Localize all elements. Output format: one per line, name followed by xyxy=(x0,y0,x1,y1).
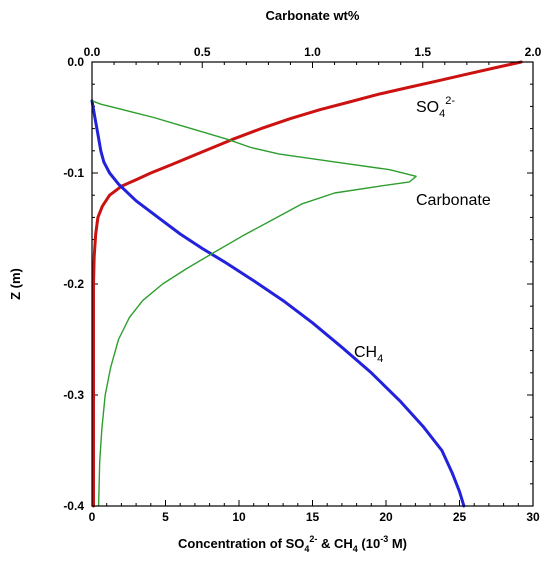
y-tick-label: 0.0 xyxy=(67,55,84,69)
y-tick-label: -0.2 xyxy=(63,277,84,291)
bottom-tick-label: 10 xyxy=(232,510,246,524)
series-line-so4 xyxy=(92,60,523,508)
top-tick-label: 0.5 xyxy=(194,45,211,59)
bottom-title-sub2: 4 xyxy=(353,544,358,554)
series-layer xyxy=(90,60,523,508)
plot-frame xyxy=(91,61,534,507)
so4-label-sub: 4 xyxy=(439,108,445,120)
bottom-tick-label: 20 xyxy=(379,510,393,524)
bottom-title-sub1: 4 xyxy=(304,544,309,554)
y-tick-label: -0.4 xyxy=(63,499,84,513)
bottom-tick-label: 0 xyxy=(89,510,96,524)
series-line-carbonate xyxy=(91,100,417,507)
top-tick-label: 2.0 xyxy=(525,45,542,59)
so4-label-main: SO xyxy=(416,99,439,116)
series-label-ch4: CH4 xyxy=(354,344,383,365)
top-tick-label: 0.0 xyxy=(84,45,101,59)
bottom-title-mid2: (10 xyxy=(358,536,380,551)
bottom-tick-label: 25 xyxy=(453,510,467,524)
bottom-tick-label: 5 xyxy=(162,510,169,524)
bottom-axis-title: Concentration of SO42- & CH4 (10-3 M) xyxy=(178,534,407,554)
top-tick-label: 1.5 xyxy=(414,45,431,59)
bottom-tick-label: 15 xyxy=(306,510,320,524)
series-label-so4: SO42- xyxy=(416,95,455,120)
bottom-tick-label: 30 xyxy=(526,510,540,524)
so4-label-sup: 2- xyxy=(445,95,455,107)
ticks-layer: 0 5 10 15 20 25 30 0.0 0.5 1.0 1.5 2.0 0.0 -0.1 -0.2 -0… xyxy=(63,45,541,524)
bottom-title-post: M) xyxy=(388,536,407,551)
series-label-carbonate: Carbonate xyxy=(416,192,491,209)
bottom-title-mid: & CH xyxy=(317,536,352,551)
series-line-ch4 xyxy=(90,99,466,508)
bottom-title-sup1: 2- xyxy=(309,534,317,544)
y-axis-title: Z (m) xyxy=(8,268,23,300)
bottom-title-sup2: -3 xyxy=(380,534,388,544)
y-tick-label: -0.3 xyxy=(63,388,84,402)
ch4-label-sub: 4 xyxy=(377,353,383,365)
ch4-label-main: CH xyxy=(354,344,377,361)
top-tick-label: 1.0 xyxy=(304,45,321,59)
top-axis-title: Carbonate wt% xyxy=(266,8,360,23)
bottom-title-pre: Concentration of SO xyxy=(178,536,304,551)
y-tick-label: -0.1 xyxy=(63,166,84,180)
